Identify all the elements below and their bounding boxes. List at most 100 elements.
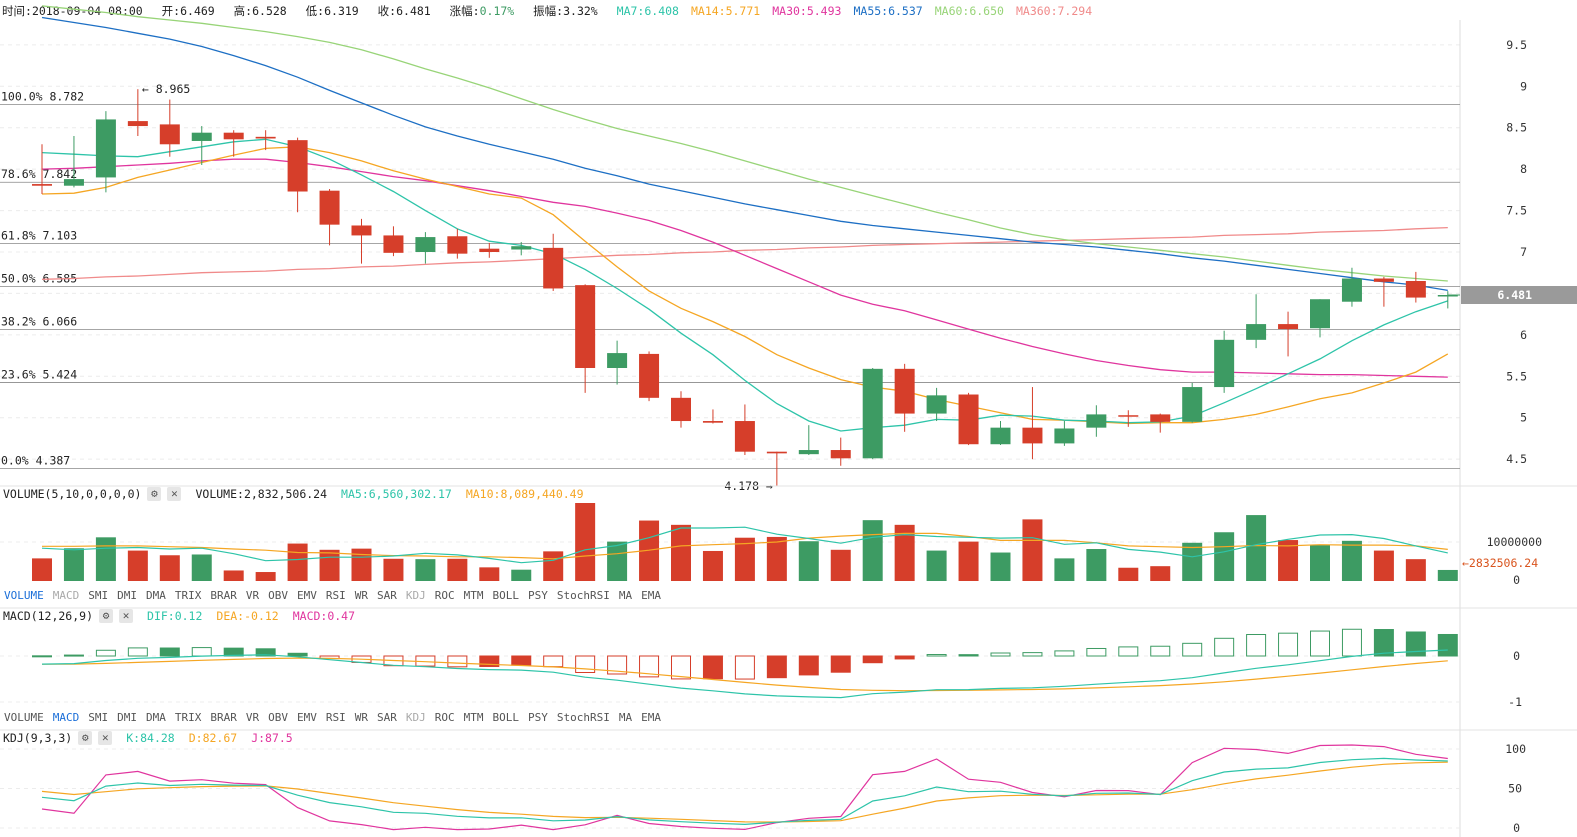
- indicator-tab-ma[interactable]: MA: [618, 589, 633, 602]
- candle-body: [671, 397, 691, 422]
- indicator-tab-brar[interactable]: BRAR: [210, 589, 237, 602]
- macd-dif-line: [41, 649, 1448, 699]
- candle-body: [319, 190, 340, 225]
- candle-body: [383, 235, 404, 253]
- indicator-tab-wr[interactable]: WR: [354, 711, 368, 724]
- indicator-tab-sar[interactable]: SAR: [377, 711, 397, 724]
- indicator-tab-smi[interactable]: SMI: [88, 711, 109, 724]
- candle-body: [543, 247, 564, 289]
- candle-body: [447, 236, 468, 254]
- volume-bar: [830, 549, 851, 581]
- indicator-tab-mtm[interactable]: MTM: [463, 589, 484, 602]
- kdj-panel-title: KDJ(9,3,3) ⚙ ✕ K:84.28 D:82.67 J:87.5: [3, 731, 293, 745]
- gear-icon[interactable]: ⚙: [147, 487, 162, 501]
- kdj-axis-100: 100: [1505, 742, 1526, 756]
- kdj-axis-0: 0: [1513, 821, 1520, 835]
- macd-histogram-bar: [1278, 632, 1299, 657]
- indicator-tab-macd[interactable]: MACD: [52, 711, 80, 724]
- volume-bar: [479, 567, 500, 581]
- macd-histogram-bar: [287, 652, 308, 657]
- indicator-tab-stochrsi[interactable]: StochRSI: [556, 589, 610, 602]
- candle-body: [511, 246, 532, 250]
- indicator-tab-sar[interactable]: SAR: [377, 589, 397, 602]
- indicator-tab-boll[interactable]: BOLL: [492, 589, 520, 602]
- indicator-tab-kdj[interactable]: KDJ: [405, 589, 426, 602]
- indicator-tab-volume[interactable]: VOLUME: [4, 589, 44, 602]
- macd-histogram-bar: [1310, 630, 1330, 657]
- ohlc-info-bar: 时间:2018-09-04 08:00 开:6.469 高:6.528 低:6.…: [2, 3, 1116, 19]
- ma30-line: [41, 158, 1448, 378]
- indicator-tab-obv[interactable]: OBV: [268, 589, 288, 602]
- volume-bar: [447, 558, 468, 581]
- indicator-tab-ema[interactable]: EMA: [641, 711, 661, 724]
- indicator-tab-brar[interactable]: BRAR: [210, 711, 237, 724]
- price-tick-label: 5.5: [1506, 369, 1527, 383]
- macd-histogram-bar: [671, 655, 691, 680]
- indicator-tab-dmi[interactable]: DMI: [117, 589, 137, 602]
- indicator-tab-emv[interactable]: EMV: [297, 589, 317, 602]
- volume-bar: [990, 552, 1011, 581]
- kdj-title: KDJ(9,3,3): [3, 731, 73, 745]
- indicator-tab-stochrsi[interactable]: StochRSI: [556, 711, 610, 724]
- kdj-d-value: D:82.67: [188, 731, 238, 745]
- indicator-tab-ma[interactable]: MA: [618, 711, 633, 724]
- indicator-tab-vr[interactable]: VR: [245, 589, 260, 602]
- candle-body: [1341, 278, 1362, 302]
- indicator-tab-psy[interactable]: PSY: [528, 711, 548, 724]
- indicator-tab-rsi[interactable]: RSI: [325, 711, 346, 724]
- macd-axis-zero: 0: [1513, 649, 1520, 663]
- indicator-tab-psy[interactable]: PSY: [528, 589, 548, 602]
- indicator-tab-roc[interactable]: ROC: [434, 589, 455, 602]
- indicator-tab-rsi[interactable]: RSI: [325, 589, 346, 602]
- fib-level-label: 100.0% 8.782: [1, 89, 84, 103]
- close-icon[interactable]: ✕: [119, 609, 134, 623]
- candle-body: [32, 184, 52, 186]
- indicator-tab-trix[interactable]: TRIX: [174, 589, 202, 602]
- volume-bar: [798, 541, 819, 581]
- ma-legend-item: MA360:7.294: [1015, 4, 1093, 18]
- volume-bar: [287, 543, 308, 581]
- volume-bar: [1054, 558, 1075, 581]
- indicator-tab-boll[interactable]: BOLL: [492, 711, 520, 724]
- indicator-tab-macd[interactable]: MACD: [52, 589, 80, 602]
- kdj-j-value: J:87.5: [251, 731, 293, 745]
- indicator-tab-ema[interactable]: EMA: [641, 589, 661, 602]
- macd-histogram-bar: [575, 655, 596, 673]
- indicator-tab-vr[interactable]: VR: [245, 711, 260, 724]
- candle-body: [862, 368, 883, 459]
- gear-icon[interactable]: ⚙: [78, 731, 93, 745]
- indicator-tab-obv[interactable]: OBV: [268, 711, 288, 724]
- indicator-tab-dma[interactable]: DMA: [146, 589, 166, 602]
- indicator-tab-kdj[interactable]: KDJ: [405, 711, 426, 724]
- indicator-tab-smi[interactable]: SMI: [88, 589, 109, 602]
- indicator-tab-emv[interactable]: EMV: [297, 711, 317, 724]
- indicator-tab-volume[interactable]: VOLUME: [4, 711, 44, 724]
- ma-legend-item: MA30:5.493: [772, 4, 842, 18]
- candle-body: [830, 450, 851, 459]
- macd-histogram-bar: [1246, 634, 1267, 657]
- candle-body: [223, 132, 244, 140]
- change-readout: 涨幅:0.17%: [449, 4, 515, 18]
- macd-dea-line: [41, 657, 1448, 692]
- price-tick-label: 5: [1520, 411, 1527, 425]
- candle-body: [95, 119, 116, 178]
- indicator-tab-wr[interactable]: WR: [354, 589, 368, 602]
- close-icon[interactable]: ✕: [167, 487, 182, 501]
- candle-body: [415, 237, 436, 252]
- indicator-tab-mtm[interactable]: MTM: [463, 711, 484, 724]
- volume-bar: [1150, 566, 1171, 581]
- indicator-tab-dma[interactable]: DMA: [146, 711, 166, 724]
- indicator-tab-trix[interactable]: TRIX: [174, 711, 202, 724]
- volume-bar: [1022, 519, 1043, 581]
- volume-bar: [766, 536, 787, 581]
- indicator-tab-roc[interactable]: ROC: [434, 711, 455, 724]
- macd-histogram-bar: [1022, 652, 1043, 657]
- candle-body: [1405, 281, 1426, 298]
- indicator-tab-dmi[interactable]: DMI: [117, 711, 137, 724]
- volume-bar: [127, 550, 148, 581]
- price-tick-label: 7.5: [1506, 204, 1527, 218]
- candle-body: [607, 353, 628, 368]
- price-tick-label: 9.5: [1506, 38, 1527, 52]
- gear-icon[interactable]: ⚙: [99, 609, 114, 623]
- close-icon[interactable]: ✕: [98, 731, 113, 745]
